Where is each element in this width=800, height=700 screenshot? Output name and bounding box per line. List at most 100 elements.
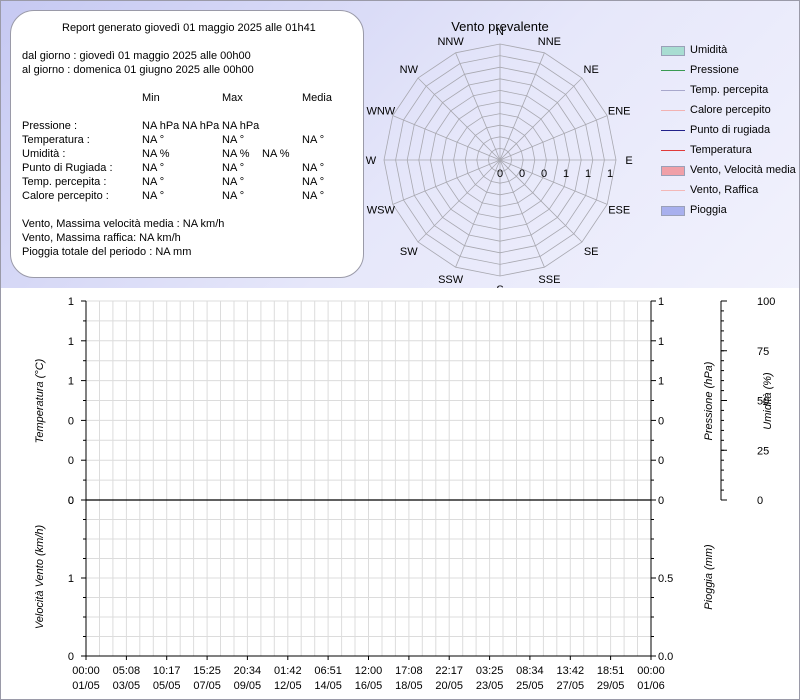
x-tick-label-date: 25/05	[516, 680, 544, 692]
row-pressure-min: NA hPa	[142, 120, 180, 132]
wind-rose-ring-label: 0	[497, 168, 503, 180]
row-apparent-avg: NA °	[302, 176, 325, 188]
x-tick-label-time: 06:51	[314, 665, 342, 677]
wind-rose-spoke	[417, 159, 501, 243]
x-tick-label-date: 03/05	[113, 680, 141, 692]
tick-label-temperature: 0	[68, 495, 74, 507]
chart-tick-labels: 1110001110001007550250100.50.0000:0001/0…	[68, 296, 775, 692]
tick-label-humidity: 100	[757, 296, 775, 308]
wind-rose-spoke	[392, 115, 501, 161]
period-to: al giorno : domenica 01 giugno 2025 alle…	[22, 64, 254, 76]
x-tick-label-time: 05:08	[113, 665, 141, 677]
wind-rose-direction-label: E	[625, 155, 632, 167]
axis-title-pressure: Pressione (hPa)	[703, 361, 715, 440]
report-title: Report generato giovedì 01 maggio 2025 a…	[62, 22, 316, 34]
row-pressure-avg: NA hPa	[222, 120, 260, 132]
wind-rose-direction-label: WSW	[367, 204, 396, 216]
tick-label-humidity: 0	[757, 495, 763, 507]
x-tick-label-date: 16/05	[355, 680, 383, 692]
wind-rose-direction-label: ESE	[608, 204, 630, 216]
x-tick-label-time: 15:25	[193, 665, 221, 677]
legend: Umidità Pressione Temp. percepita Calore…	[661, 43, 799, 223]
legend-swatch	[661, 130, 685, 131]
row-heatindex-min: NA °	[142, 190, 165, 202]
tick-label-pressure: 1	[658, 336, 664, 348]
legend-swatch	[661, 166, 685, 176]
column-avg: Media	[302, 92, 332, 104]
wind-rose-spoke	[499, 77, 583, 161]
legend-label: Vento, Velocità media	[690, 164, 796, 176]
tick-label-wind: 1	[68, 573, 74, 585]
legend-swatch	[661, 70, 685, 71]
wind-rose-direction-label: SSW	[438, 274, 464, 286]
tick-label-pressure: 1	[658, 376, 664, 388]
axis-title-temperature: Temperatura (°C)	[34, 358, 46, 443]
row-pressure-label: Pressione :	[22, 120, 78, 132]
legend-item-wind-avg: Vento, Velocità media	[661, 163, 799, 183]
wind-rose-direction-label: NNE	[538, 36, 561, 48]
wind-rose-direction-label: SE	[584, 246, 599, 258]
x-tick-label-date: 12/05	[274, 680, 302, 692]
legend-label: Pressione	[690, 64, 739, 76]
row-temperature-avg: NA °	[302, 134, 325, 146]
row-humidity-label: Umidità :	[22, 148, 66, 160]
wind-rose-ring-label: 1	[607, 168, 613, 180]
legend-item-pressure: Pressione	[661, 63, 799, 83]
wind-rose-ring-label: 0	[541, 168, 547, 180]
legend-label: Punto di rugiada	[690, 124, 771, 136]
wind-rose-direction-label: SW	[400, 246, 418, 258]
legend-swatch	[661, 150, 685, 151]
legend-label: Calore percepito	[690, 104, 771, 116]
x-tick-label-date: 23/05	[476, 680, 504, 692]
legend-swatch	[661, 206, 685, 216]
x-tick-label-time: 13:42	[557, 665, 585, 677]
legend-swatch	[661, 190, 685, 191]
wind-rose-directions: N NNE NE ENE E ESE SE SSE S SSW SW WSW W WNW NW NNW	[366, 26, 633, 291]
row-humidity-max: NA %	[222, 148, 250, 160]
legend-item-temperature: Temperatura	[661, 143, 799, 163]
wind-rose-ring-label: 1	[585, 168, 591, 180]
wind-rose-direction-label: NW	[400, 64, 419, 76]
chart-axes	[81, 300, 727, 660]
legend-label: Temp. percepita	[690, 84, 769, 96]
wind-rose-spoke	[499, 159, 583, 243]
wind-rose-spoke	[392, 159, 501, 205]
tick-label-temperature: 1	[68, 336, 74, 348]
tick-label-pressure: 0	[658, 455, 664, 467]
legend-item-apparent-temp: Temp. percepita	[661, 83, 799, 103]
chart-background	[1, 288, 799, 699]
tick-label-temperature: 0	[68, 415, 74, 427]
axis-title-wind: Velocità Vento (km/h)	[34, 524, 46, 629]
tick-label-rain: 0.0	[658, 651, 673, 663]
wind-rose-ring-label: 1	[563, 168, 569, 180]
wind-rose-direction-label: NE	[584, 64, 599, 76]
legend-label: Vento, Raffica	[690, 184, 759, 196]
legend-swatch	[661, 90, 685, 91]
axis-title-rain: Pioggia (mm)	[703, 544, 715, 610]
legend-item-dewpoint: Punto di rugiada	[661, 123, 799, 143]
wind-rose-direction-label: S	[496, 284, 503, 291]
tick-label-pressure: 1	[658, 296, 664, 308]
x-tick-label-date: 20/05	[435, 680, 463, 692]
wind-rose-spoke	[417, 77, 501, 161]
wind-rose-spoke	[499, 159, 608, 205]
wind-rose-direction-label: WNW	[366, 106, 395, 118]
row-temperature-max: NA °	[222, 134, 245, 146]
tick-label-wind: 0	[68, 495, 74, 507]
x-tick-label-date: 18/05	[395, 680, 423, 692]
x-tick-label-time: 08:34	[516, 665, 544, 677]
tick-label-temperature: 1	[68, 296, 74, 308]
row-dewpoint-max: NA °	[222, 162, 245, 174]
tick-label-pressure: 0	[658, 495, 664, 507]
row-dewpoint-avg: NA °	[302, 162, 325, 174]
rain-total: Pioggia totale del periodo : NA mm	[22, 246, 192, 258]
wind-max-avg: Vento, Massima velocità media : NA km/h	[22, 218, 225, 230]
legend-label: Pioggia	[690, 204, 727, 216]
tick-label-rain: 0.5	[658, 573, 673, 585]
x-tick-label-date: 01/06	[637, 680, 665, 692]
row-humidity-avg: NA %	[262, 148, 290, 160]
row-heatindex-avg: NA °	[302, 190, 325, 202]
row-apparent-label: Temp. percepita :	[22, 176, 107, 188]
wind-rose-spoke	[499, 115, 608, 161]
